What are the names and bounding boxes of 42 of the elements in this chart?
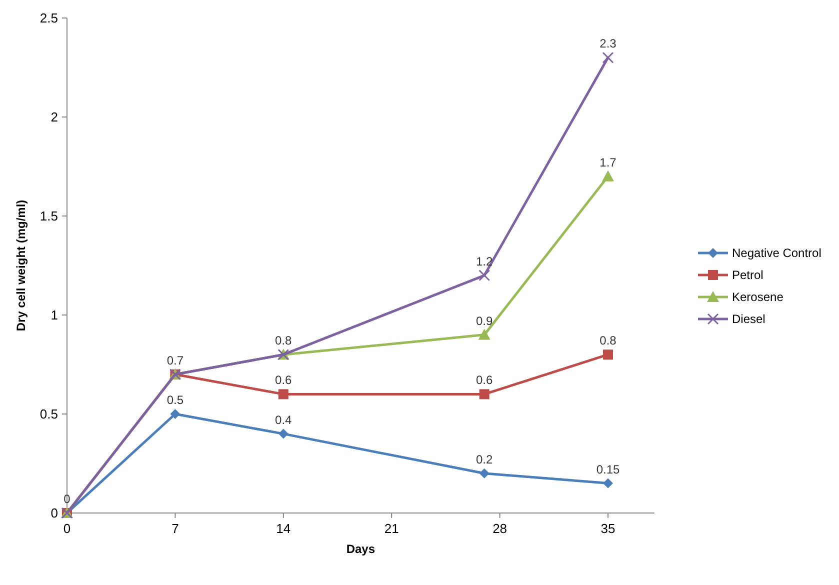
point (278, 428, 288, 439)
y-tick-label: 1 (50, 308, 58, 323)
data-label: 0.4 (275, 412, 292, 427)
data-label: 0.15 (596, 462, 620, 476)
data-label: 0.9 (476, 314, 494, 328)
point (278, 389, 288, 400)
data-label: 0.6 (476, 373, 494, 388)
x-tick-label: 28 (492, 521, 508, 536)
x-tick-label: 21 (384, 521, 399, 536)
point (602, 52, 614, 64)
point (479, 468, 490, 478)
x-tick-label: 14 (276, 521, 291, 536)
legend-label: Diesel (732, 312, 766, 326)
data-label: 0.8 (275, 334, 292, 348)
data-label: 2.3 (600, 36, 617, 51)
point (603, 350, 613, 360)
x-tick-label: 0 (63, 521, 71, 536)
x-axis-title: Days (346, 542, 376, 556)
legend-label: Petrol (732, 268, 764, 282)
data-label: 1.7 (600, 155, 617, 170)
y-tick-label: 1.5 (40, 208, 58, 224)
y-axis-title: Dry cell weight (mg/ml) (14, 200, 28, 332)
x-tick-label: 7 (172, 521, 179, 536)
point (603, 478, 613, 488)
point (478, 328, 490, 340)
data-label: 1.2 (476, 254, 494, 268)
data-label: 0.5 (166, 393, 184, 407)
legend-label: Kerosene (732, 290, 784, 304)
x-tick-label: 35 (600, 521, 616, 536)
data-label: 0.6 (275, 373, 292, 388)
data-label: 0.7 (166, 353, 184, 368)
y-tick-label: 2.5 (40, 10, 58, 26)
y-tick-label: 0 (50, 506, 58, 521)
data-label: 0.8 (600, 334, 617, 348)
y-tick-label: 2 (50, 110, 58, 125)
point (170, 409, 180, 419)
point (478, 270, 490, 282)
y-tick-label: 0.5 (40, 406, 58, 422)
point (602, 170, 614, 182)
legend-label: Negative Control (732, 246, 822, 260)
point (479, 389, 490, 400)
data-label: 0.2 (476, 452, 494, 466)
